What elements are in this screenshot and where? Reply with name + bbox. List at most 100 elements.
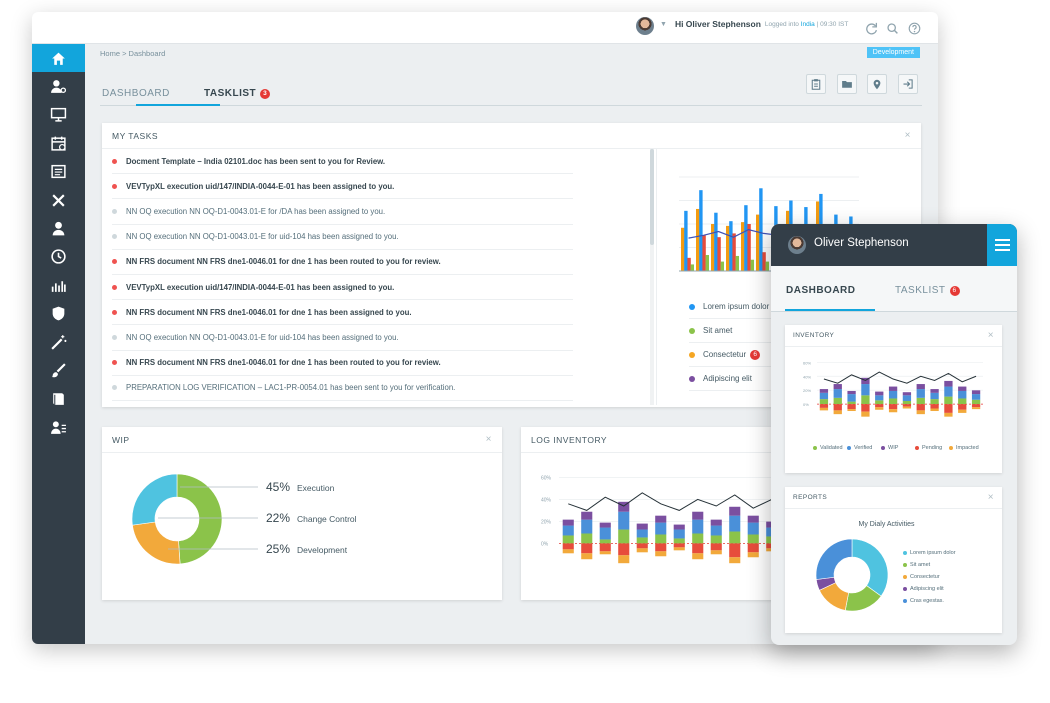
tab-tasklist-label: TASKLIST xyxy=(204,88,257,99)
legend-swatch xyxy=(903,551,907,555)
scroll-thumb[interactable] xyxy=(650,149,654,245)
bar-segment xyxy=(875,395,884,401)
pie-slice xyxy=(815,538,853,580)
bar-segment xyxy=(692,511,704,520)
sidebar-item-analytics[interactable] xyxy=(32,271,85,299)
task-text: Docment Template – India 02101.doc has b… xyxy=(126,156,386,166)
task-item[interactable]: NN OQ execution NN OQ-D1-0043.01-E for /… xyxy=(112,199,573,225)
reports-donut-chart xyxy=(815,538,889,612)
clipboard-icon xyxy=(811,79,821,90)
chevron-down-icon[interactable]: ▼ xyxy=(660,20,667,28)
sidebar-item-home[interactable] xyxy=(32,44,85,73)
legend-item: WIP xyxy=(881,445,898,451)
bar-segment xyxy=(618,543,630,556)
avatar[interactable] xyxy=(788,236,806,254)
sidebar-item-magic-wand[interactable] xyxy=(32,328,85,356)
task-text: NN FRS document NN FRS dne1-0046.01 for … xyxy=(126,307,412,317)
bar xyxy=(744,205,748,271)
sidebar-item-user-settings[interactable] xyxy=(32,72,85,100)
sidebar-item-checklist[interactable] xyxy=(32,158,85,186)
bar-segment xyxy=(747,534,759,544)
hamburger-menu-icon[interactable] xyxy=(987,224,1017,266)
task-item[interactable]: VEVTypXL execution uid/147/INDIA-0044-E-… xyxy=(112,174,573,200)
wip-label: Development xyxy=(297,545,348,555)
bar-segment xyxy=(655,534,667,544)
home-icon xyxy=(52,52,65,65)
sidebar-item-shield[interactable] xyxy=(32,300,85,328)
environment-badge: Development xyxy=(866,47,920,58)
sidebar-item-brush[interactable] xyxy=(32,356,85,384)
sidebar-item-user[interactable] xyxy=(32,214,85,242)
bar xyxy=(765,261,769,271)
bar-segment xyxy=(636,537,648,544)
mobile-tab-tasklist[interactable]: TASKLIST 6 xyxy=(895,285,960,296)
task-item[interactable]: PREPARATION LOG VERIFICATION – LAC1-PR-0… xyxy=(112,376,573,401)
bar-segment xyxy=(673,529,685,539)
task-item[interactable]: NN FRS document NN FRS dne1-0046.01 for … xyxy=(112,250,573,275)
location-button[interactable] xyxy=(867,74,887,94)
bar-segment xyxy=(729,557,741,564)
sidebar-item-tools[interactable] xyxy=(32,186,85,214)
bar-segment xyxy=(930,392,939,400)
mobile-tab-dashboard[interactable]: DASHBOARD xyxy=(786,285,856,296)
task-text: NN OQ execution NN OQ-D1-0043.01-E for /… xyxy=(126,206,386,216)
close-icon[interactable]: × xyxy=(485,434,492,445)
sidebar-item-clock[interactable] xyxy=(32,243,85,271)
legend-item: Consectetur 6 xyxy=(689,343,821,367)
legend-swatch xyxy=(689,375,695,382)
tab-dashboard[interactable]: DASHBOARD xyxy=(102,88,170,99)
bar-segment xyxy=(581,519,593,534)
bar-segment xyxy=(930,399,939,405)
close-icon[interactable]: × xyxy=(987,330,994,341)
bar-segment xyxy=(618,511,630,530)
login-time: | 09:30 IST xyxy=(816,20,849,28)
folder-button[interactable] xyxy=(837,74,857,94)
bar-segment xyxy=(944,386,953,397)
tools-icon xyxy=(52,194,65,207)
avatar[interactable] xyxy=(636,17,654,35)
read-indicator xyxy=(112,234,117,240)
bar-segment xyxy=(747,522,759,535)
help-icon[interactable] xyxy=(908,22,921,35)
read-indicator xyxy=(112,208,117,214)
search-icon[interactable] xyxy=(886,22,899,35)
bar-segment xyxy=(958,390,967,399)
bar-segment xyxy=(562,549,574,554)
mobile-frame: Oliver Stephenson DASHBOARD TASKLIST 6 IN… xyxy=(771,224,1017,645)
sidebar-item-user-list[interactable] xyxy=(32,413,85,441)
task-item[interactable]: Docment Template – India 02101.doc has b… xyxy=(112,149,573,175)
task-item[interactable]: NN FRS document NN FRS dne1-0046.01 for … xyxy=(112,300,573,326)
reports-chart-title: My Dialy Activities xyxy=(858,521,915,528)
bar xyxy=(711,224,715,271)
bar-segment xyxy=(847,390,856,395)
task-item[interactable]: VEVTypXL execution uid/147/INDIA-0044-E-… xyxy=(112,275,573,301)
bar-segment xyxy=(847,401,856,405)
close-icon[interactable]: × xyxy=(904,130,911,141)
legend-swatch xyxy=(881,446,885,450)
checklist-icon xyxy=(51,165,66,179)
bar-segment xyxy=(581,553,593,560)
user-menu[interactable]: ▼ Hi Oliver Stephenson Logged into India… xyxy=(636,17,849,35)
task-item[interactable]: NN OQ execution NN OQ-D1-0043.01-E for u… xyxy=(112,225,573,250)
sidebar-item-book[interactable] xyxy=(32,385,85,413)
bar xyxy=(705,255,709,271)
sidebar-item-monitor[interactable] xyxy=(32,101,85,129)
inventory-card: INVENTORY × 60% 40% 20% 0% Validated Verifie… xyxy=(785,325,1002,473)
monitor-icon xyxy=(50,108,67,123)
login-location[interactable]: India xyxy=(800,20,815,28)
tab-tasklist[interactable]: TASKLIST 3 xyxy=(204,88,271,99)
close-icon[interactable]: × xyxy=(987,492,994,503)
logout-button[interactable] xyxy=(898,74,918,94)
task-item[interactable]: NN OQ execution NN OQ-D1-0043.01-E for u… xyxy=(112,325,573,351)
task-item[interactable]: NN FRS document NN FRS dne1-0046.01 for … xyxy=(112,351,573,376)
tab-dashboard-label: DASHBOARD xyxy=(102,88,170,99)
breadcrumb[interactable]: Home > Dashboard xyxy=(100,49,166,58)
clipboard-button[interactable] xyxy=(806,74,826,94)
sidebar-item-calendar[interactable] xyxy=(32,129,85,157)
bar-segment xyxy=(861,395,870,405)
refresh-icon[interactable] xyxy=(865,22,878,35)
bar xyxy=(762,252,766,271)
brush-icon xyxy=(51,363,66,378)
unread-indicator xyxy=(112,360,117,366)
task-scrollbar[interactable] xyxy=(650,149,654,405)
